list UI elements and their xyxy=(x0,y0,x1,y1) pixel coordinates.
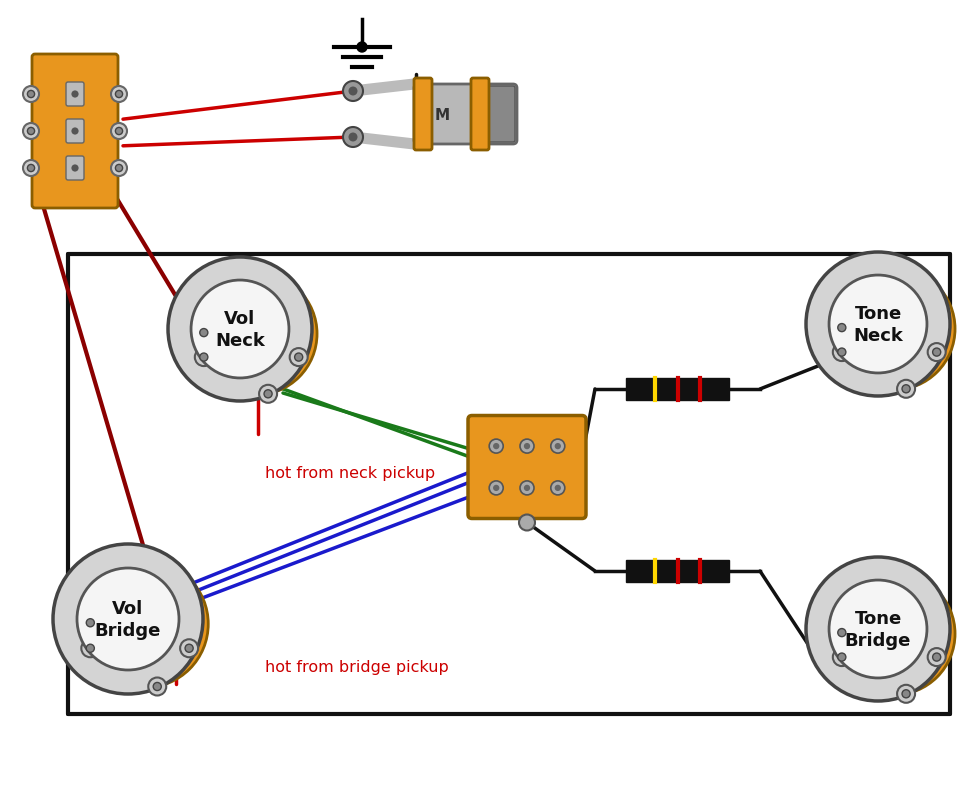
Circle shape xyxy=(72,92,78,98)
Circle shape xyxy=(551,481,564,496)
Text: M: M xyxy=(434,107,449,122)
Text: Vol
Bridge: Vol Bridge xyxy=(95,599,161,639)
Circle shape xyxy=(551,440,564,453)
Circle shape xyxy=(349,88,358,97)
Circle shape xyxy=(555,485,561,491)
Circle shape xyxy=(555,444,561,449)
Circle shape xyxy=(116,128,122,135)
Circle shape xyxy=(902,385,910,393)
Text: Tone
Neck: Tone Neck xyxy=(853,304,903,345)
FancyBboxPatch shape xyxy=(32,55,118,208)
Circle shape xyxy=(806,557,950,702)
Circle shape xyxy=(81,639,99,658)
Circle shape xyxy=(833,624,851,642)
Circle shape xyxy=(493,444,500,449)
Circle shape xyxy=(524,444,530,449)
Circle shape xyxy=(116,165,122,173)
Circle shape xyxy=(23,124,39,139)
Circle shape xyxy=(806,253,950,397)
Circle shape xyxy=(72,128,78,135)
Circle shape xyxy=(829,581,927,678)
Circle shape xyxy=(833,320,851,337)
Circle shape xyxy=(520,481,534,496)
Circle shape xyxy=(829,276,927,374)
Circle shape xyxy=(897,685,915,703)
Circle shape xyxy=(80,560,209,688)
Circle shape xyxy=(833,344,851,362)
Circle shape xyxy=(519,515,535,531)
Circle shape xyxy=(200,354,208,362)
Circle shape xyxy=(264,390,272,398)
Circle shape xyxy=(77,569,179,670)
FancyBboxPatch shape xyxy=(66,120,84,144)
FancyBboxPatch shape xyxy=(66,157,84,181)
Circle shape xyxy=(343,128,363,148)
Circle shape xyxy=(195,273,318,396)
Circle shape xyxy=(191,281,289,379)
FancyBboxPatch shape xyxy=(478,87,515,143)
Circle shape xyxy=(27,92,34,98)
FancyBboxPatch shape xyxy=(468,416,586,519)
Circle shape xyxy=(72,165,78,173)
Circle shape xyxy=(357,43,367,53)
Circle shape xyxy=(27,165,34,173)
Bar xyxy=(626,560,729,582)
Circle shape xyxy=(838,349,846,357)
Text: hot from neck pickup: hot from neck pickup xyxy=(265,466,435,480)
FancyBboxPatch shape xyxy=(66,83,84,107)
Circle shape xyxy=(295,354,303,362)
FancyBboxPatch shape xyxy=(471,79,489,151)
Circle shape xyxy=(290,349,308,367)
Circle shape xyxy=(928,344,946,362)
Text: Vol
Neck: Vol Neck xyxy=(215,310,265,350)
FancyBboxPatch shape xyxy=(414,79,432,151)
Circle shape xyxy=(168,258,312,401)
Circle shape xyxy=(185,645,193,653)
Circle shape xyxy=(838,324,846,333)
Circle shape xyxy=(111,124,127,139)
Circle shape xyxy=(833,268,956,390)
Circle shape xyxy=(148,678,167,696)
Circle shape xyxy=(27,128,34,135)
Circle shape xyxy=(81,614,99,632)
Circle shape xyxy=(897,380,915,398)
Circle shape xyxy=(493,485,500,491)
Circle shape xyxy=(86,645,94,653)
Bar xyxy=(626,379,729,401)
Circle shape xyxy=(111,161,127,177)
Circle shape xyxy=(259,385,277,403)
Circle shape xyxy=(86,619,94,627)
Text: hot from bridge pickup: hot from bridge pickup xyxy=(265,659,449,674)
Circle shape xyxy=(933,653,941,661)
Circle shape xyxy=(489,481,503,496)
Circle shape xyxy=(902,690,910,698)
Circle shape xyxy=(23,87,39,103)
Circle shape xyxy=(153,683,162,691)
Circle shape xyxy=(520,440,534,453)
Circle shape xyxy=(524,485,530,491)
Text: Tone
Bridge: Tone Bridge xyxy=(845,609,911,650)
FancyBboxPatch shape xyxy=(414,85,517,145)
Circle shape xyxy=(116,92,122,98)
Circle shape xyxy=(489,440,503,453)
Circle shape xyxy=(833,573,956,695)
Circle shape xyxy=(343,82,363,102)
Circle shape xyxy=(200,329,208,337)
Circle shape xyxy=(111,87,127,103)
Circle shape xyxy=(838,653,846,661)
Circle shape xyxy=(928,648,946,667)
Circle shape xyxy=(833,648,851,667)
Circle shape xyxy=(23,161,39,177)
Circle shape xyxy=(53,544,203,694)
Circle shape xyxy=(195,349,213,367)
Circle shape xyxy=(349,133,358,142)
Circle shape xyxy=(180,639,198,658)
Circle shape xyxy=(933,349,941,357)
Circle shape xyxy=(838,629,846,637)
Circle shape xyxy=(195,324,213,342)
